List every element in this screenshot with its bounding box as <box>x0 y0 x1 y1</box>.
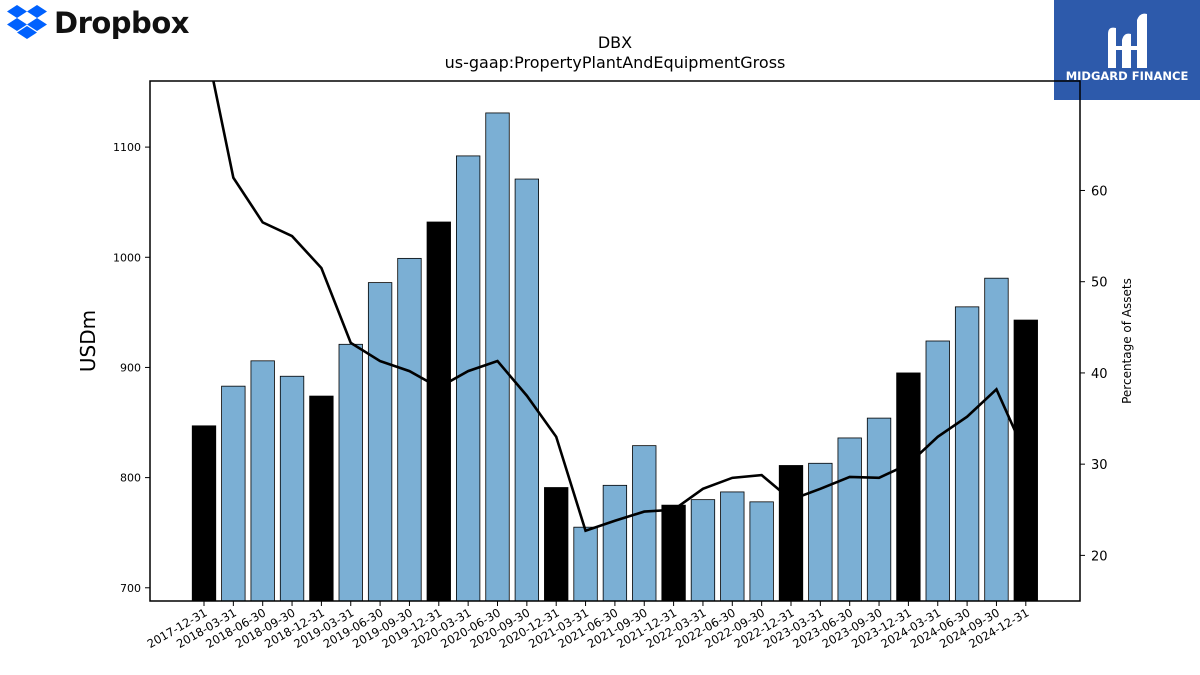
bar-2018-06-30 <box>250 360 275 602</box>
bar-2024-03-31 <box>925 340 950 602</box>
y-tick-label: 700 <box>120 582 141 595</box>
bar-2019-06-30 <box>367 282 393 602</box>
bar-2021-06-30 <box>602 484 628 602</box>
y-axis-label: USDm <box>76 310 100 372</box>
y-tick-label: 900 <box>120 361 141 374</box>
bar-2020-06-30 <box>485 112 510 602</box>
bar-2020-09-30 <box>514 178 539 602</box>
bar-2019-03-31 <box>338 343 363 602</box>
bar-2023-09-30 <box>866 417 892 602</box>
bar-2024-12-31 <box>1013 319 1038 602</box>
y2-tick-label: 60 <box>1091 184 1108 199</box>
y-tick-label: 800 <box>120 472 141 485</box>
chart-title: DBX <box>597 33 633 52</box>
bar-2021-09-30 <box>632 445 657 602</box>
bar-2017-12-31 <box>191 425 217 602</box>
partner-logo-text: MIDGARD FINANCE <box>1065 69 1189 83</box>
chart-subtitle: us-gaap:PropertyPlantAndEquipmentGross <box>444 53 786 72</box>
bar-2020-12-31 <box>544 487 569 602</box>
bar-2020-03-31 <box>455 155 481 602</box>
y2-axis-label: Percentage of Assets <box>1120 278 1134 404</box>
y2-tick-label: 30 <box>1091 458 1108 473</box>
midgard-finance-logo: MIDGARD FINANCE <box>1054 0 1200 100</box>
bar-2018-12-31 <box>309 395 334 602</box>
y2-tick-label: 50 <box>1091 276 1108 291</box>
bar-2021-03-31 <box>573 526 598 602</box>
bar-2018-09-30 <box>279 375 305 602</box>
bar-2022-09-30 <box>749 501 774 602</box>
bar-2022-12-31 <box>778 465 804 602</box>
bar-2022-06-30 <box>720 491 745 602</box>
bar-2019-12-31 <box>426 221 451 602</box>
midgard-mark-icon <box>1108 13 1147 69</box>
y-tick-label: 1000 <box>113 251 141 264</box>
bar-2024-06-30 <box>954 306 980 602</box>
y2-tick-label: 40 <box>1091 367 1108 382</box>
y2-tick-label: 20 <box>1091 549 1108 564</box>
dropbox-box-icon <box>7 5 47 39</box>
brand-name: Dropbox <box>54 6 189 40</box>
percentage-line <box>212 81 1027 533</box>
bar-2018-03-31 <box>221 385 246 602</box>
bar-2021-12-31 <box>661 504 686 602</box>
bar-2022-03-31 <box>690 499 716 602</box>
bar-2023-12-31 <box>896 372 921 602</box>
bar-2024-09-30 <box>984 277 1009 602</box>
bar-2023-03-31 <box>808 462 833 602</box>
y-tick-label: 1100 <box>113 141 141 154</box>
bar-2019-09-30 <box>397 257 422 602</box>
bar-2023-06-30 <box>837 437 862 602</box>
dropbox-brand: Dropbox <box>6 4 189 42</box>
